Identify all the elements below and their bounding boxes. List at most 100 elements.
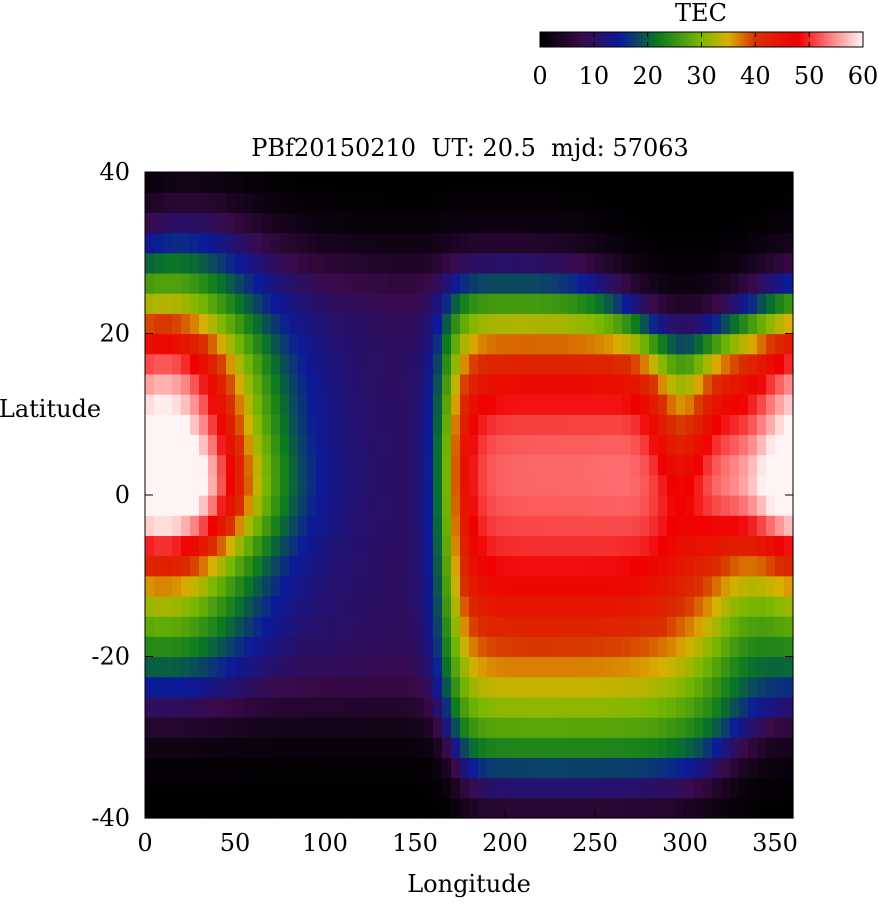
heatmap-cell (784, 293, 794, 314)
heatmap-cell (712, 515, 722, 536)
heatmap-cell (541, 293, 551, 314)
heatmap-cell (631, 717, 641, 738)
heatmap-cell (577, 575, 587, 597)
heatmap-cell (541, 454, 551, 476)
heatmap-cell (514, 656, 524, 678)
heatmap-cell (163, 636, 173, 658)
heatmap-cell (694, 474, 704, 496)
heatmap-cell (595, 656, 605, 678)
heatmap-cell (586, 192, 596, 213)
heatmap-cell (550, 192, 560, 213)
heatmap-cell (748, 575, 758, 597)
heatmap-cell (739, 252, 749, 274)
heatmap-cell (766, 676, 776, 698)
heatmap-cell (235, 232, 245, 254)
heatmap-cell (379, 757, 389, 779)
heatmap-cell (433, 515, 443, 536)
heatmap-cell (766, 414, 776, 436)
heatmap-cell (469, 414, 479, 436)
heatmap-cell (703, 353, 713, 375)
heatmap-cell (550, 555, 560, 577)
heatmap-cell (334, 777, 344, 799)
heatmap-cell (460, 353, 470, 375)
y-tick-label: -20 (91, 643, 130, 671)
heatmap-cell (226, 656, 236, 678)
heatmap-cell (217, 717, 227, 738)
heatmap-cell (514, 252, 524, 274)
heatmap-cell (181, 272, 191, 294)
heatmap-cell (316, 636, 326, 658)
heatmap-cell (181, 313, 191, 335)
heatmap-cell (406, 293, 416, 314)
heatmap-cell (190, 636, 200, 658)
heatmap-cell (298, 696, 308, 718)
heatmap-cell (172, 333, 182, 355)
heatmap-cell (523, 192, 533, 213)
heatmap-cell (613, 454, 623, 476)
heatmap-cell (514, 212, 524, 234)
heatmap-cell (757, 232, 767, 254)
heatmap-cell (586, 636, 596, 658)
heatmap-cell (370, 172, 380, 193)
heatmap-cell (226, 313, 236, 335)
heatmap-cell (595, 172, 605, 193)
heatmap-cell (208, 777, 218, 799)
heatmap-cell (406, 777, 416, 799)
heatmap-cell (406, 333, 416, 355)
heatmap-cell (631, 515, 641, 536)
heatmap-cell (784, 313, 794, 335)
heatmap-cell (631, 535, 641, 557)
heatmap-cell (199, 676, 209, 698)
heatmap-cell (226, 777, 236, 799)
heatmap-cell (334, 495, 344, 516)
heatmap-cell (748, 595, 758, 617)
heatmap-cell (262, 575, 272, 597)
heatmap-cell (442, 515, 452, 536)
heatmap-cell (271, 353, 281, 375)
heatmap-cell (262, 636, 272, 658)
heatmap-cell (352, 737, 362, 759)
heatmap-cell (712, 737, 722, 759)
heatmap-cell (667, 676, 677, 698)
heatmap-cell (334, 293, 344, 314)
heatmap-cell (298, 737, 308, 759)
heatmap-cell (460, 656, 470, 678)
heatmap-cell (712, 192, 722, 213)
heatmap-cell (352, 595, 362, 617)
heatmap-cell (307, 212, 317, 234)
heatmap-cell (694, 454, 704, 476)
heatmap-cell (226, 172, 236, 193)
y-tick-label: 20 (99, 320, 130, 348)
heatmap-cell (163, 595, 173, 617)
heatmap-cell (514, 575, 524, 597)
heatmap-cell (253, 373, 263, 395)
heatmap-cell (487, 394, 497, 415)
heatmap-cell (487, 777, 497, 799)
heatmap-cell (406, 616, 416, 637)
heatmap-cell (190, 454, 200, 476)
heatmap-cell (307, 454, 317, 476)
heatmap-cell (703, 717, 713, 738)
heatmap-cell (487, 313, 497, 335)
heatmap-cell (460, 717, 470, 738)
heatmap-cell (145, 414, 155, 436)
heatmap-cell (208, 272, 218, 294)
heatmap-cell (208, 636, 218, 658)
heatmap-cell (226, 454, 236, 476)
heatmap-cell (622, 495, 632, 516)
heatmap-cell (397, 192, 407, 213)
heatmap-cell (712, 252, 722, 274)
heatmap-cell (487, 353, 497, 375)
heatmap-cell (271, 717, 281, 738)
heatmap-cell (640, 373, 650, 395)
heatmap-cell (775, 717, 785, 738)
heatmap-cell (190, 495, 200, 516)
heatmap-cell (298, 757, 308, 779)
heatmap-cell (550, 212, 560, 234)
heatmap-cell (433, 252, 443, 274)
heatmap-cell (280, 696, 290, 718)
heatmap-cell (442, 495, 452, 516)
heatmap-cell (190, 555, 200, 577)
heatmap-cell (325, 353, 335, 375)
